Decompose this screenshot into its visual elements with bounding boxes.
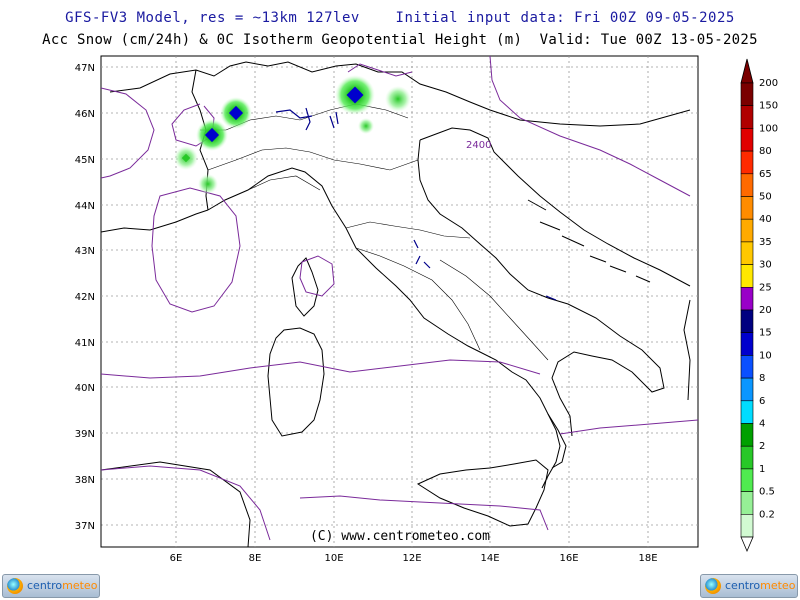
lakes <box>275 107 557 301</box>
longitude-labels: 6E 8E 10E 12E 14E 16E 18E <box>170 553 658 564</box>
legend-swatch <box>740 332 754 356</box>
legend-swatch <box>740 491 754 515</box>
graticule <box>101 56 698 547</box>
lon-label: 14E <box>480 553 499 564</box>
legend-label: 4 <box>759 419 765 430</box>
legend-swatch <box>740 445 754 470</box>
lat-label: 40N <box>75 383 95 394</box>
legend-label: 100 <box>759 123 778 134</box>
lat-label: 41N <box>75 338 95 349</box>
lat-label: 43N <box>75 246 95 257</box>
legend-label: 0.5 <box>759 487 775 498</box>
lon-label: 6E <box>170 553 183 564</box>
legend-label: 6 <box>759 396 765 407</box>
legend-label: 150 <box>759 101 778 112</box>
lat-label: 38N <box>75 475 95 486</box>
lat-label: 42N <box>75 292 95 303</box>
legend-swatch <box>740 513 754 538</box>
legend-swatch <box>740 400 754 424</box>
lat-label: 45N <box>75 155 95 166</box>
legend-swatch <box>740 173 754 197</box>
globe-icon <box>705 578 721 594</box>
legend-label: 35 <box>759 237 772 248</box>
title-model-run: GFS-FV3 Model, res = ~13km 127lev Initia… <box>65 10 735 26</box>
legend-swatch <box>740 309 754 334</box>
lat-label: 46N <box>75 109 95 120</box>
centrometeo-logo-right[interactable]: centrometeo <box>700 574 798 598</box>
legend-label: 65 <box>759 169 772 180</box>
legend-label: 80 <box>759 146 772 157</box>
legend-swatch <box>740 105 754 129</box>
lat-label: 47N <box>75 63 95 74</box>
legend-swatch <box>740 241 754 265</box>
lon-label: 10E <box>324 553 343 564</box>
legend-label: 200 <box>759 78 778 89</box>
lat-label: 39N <box>75 429 95 440</box>
legend-label: 25 <box>759 282 772 293</box>
legend-swatch <box>740 468 754 492</box>
legend-arrow-top <box>740 58 754 84</box>
legend-label: 15 <box>759 328 772 339</box>
legend-label: 1 <box>759 464 765 475</box>
legend-swatch <box>740 218 754 243</box>
snowfall-areas <box>174 75 411 194</box>
lon-label: 12E <box>402 553 421 564</box>
legend-swatch <box>740 196 754 220</box>
legend-swatch <box>740 82 754 107</box>
legend-label: 10 <box>759 350 772 361</box>
legend-label: 0.2 <box>759 509 775 520</box>
title-field-valid-time: Acc Snow (cm/24h) & 0C Isotherm Geopoten… <box>42 32 758 48</box>
lat-label: 44N <box>75 201 95 212</box>
legend-arrow-bottom <box>740 536 754 553</box>
legend-label: 50 <box>759 192 772 203</box>
legend-swatch <box>740 355 754 379</box>
lon-label: 16E <box>559 553 578 564</box>
legend-label: 30 <box>759 260 772 271</box>
regional-borders <box>200 103 549 361</box>
globe-icon <box>7 578 23 594</box>
logo-text: centrometeo <box>725 579 796 592</box>
legend-swatch <box>740 286 754 311</box>
lat-label: 37N <box>75 521 95 532</box>
legend-swatch <box>740 377 754 402</box>
legend-swatch <box>740 128 754 152</box>
lon-label: 18E <box>638 553 657 564</box>
centrometeo-logo-left[interactable]: centrometeo <box>2 574 100 598</box>
legend-swatch <box>740 150 754 175</box>
map-frame <box>100 55 699 548</box>
watermark: (C) www.centrometeo.com <box>310 529 490 544</box>
legend-label: 40 <box>759 214 772 225</box>
legend-swatch <box>740 423 754 447</box>
legend-label: 2 <box>759 441 765 452</box>
color-legend: 200 150 100 80 65 50 40 35 30 25 20 15 10 8 6 4 2 1 0.5 0.2 <box>740 58 778 553</box>
lon-label: 8E <box>249 553 262 564</box>
legend-label: 8 <box>759 373 765 384</box>
logo-text: centrometeo <box>27 579 98 592</box>
isotherm-label: 2400 <box>466 140 491 151</box>
legend-label: 20 <box>759 305 772 316</box>
isotherm-contours <box>101 56 698 541</box>
legend-swatch <box>740 264 754 288</box>
coastline <box>101 61 691 547</box>
latitude-labels: 47N 46N 45N 44N 43N 42N 41N 40N 39N 38N … <box>75 63 95 532</box>
